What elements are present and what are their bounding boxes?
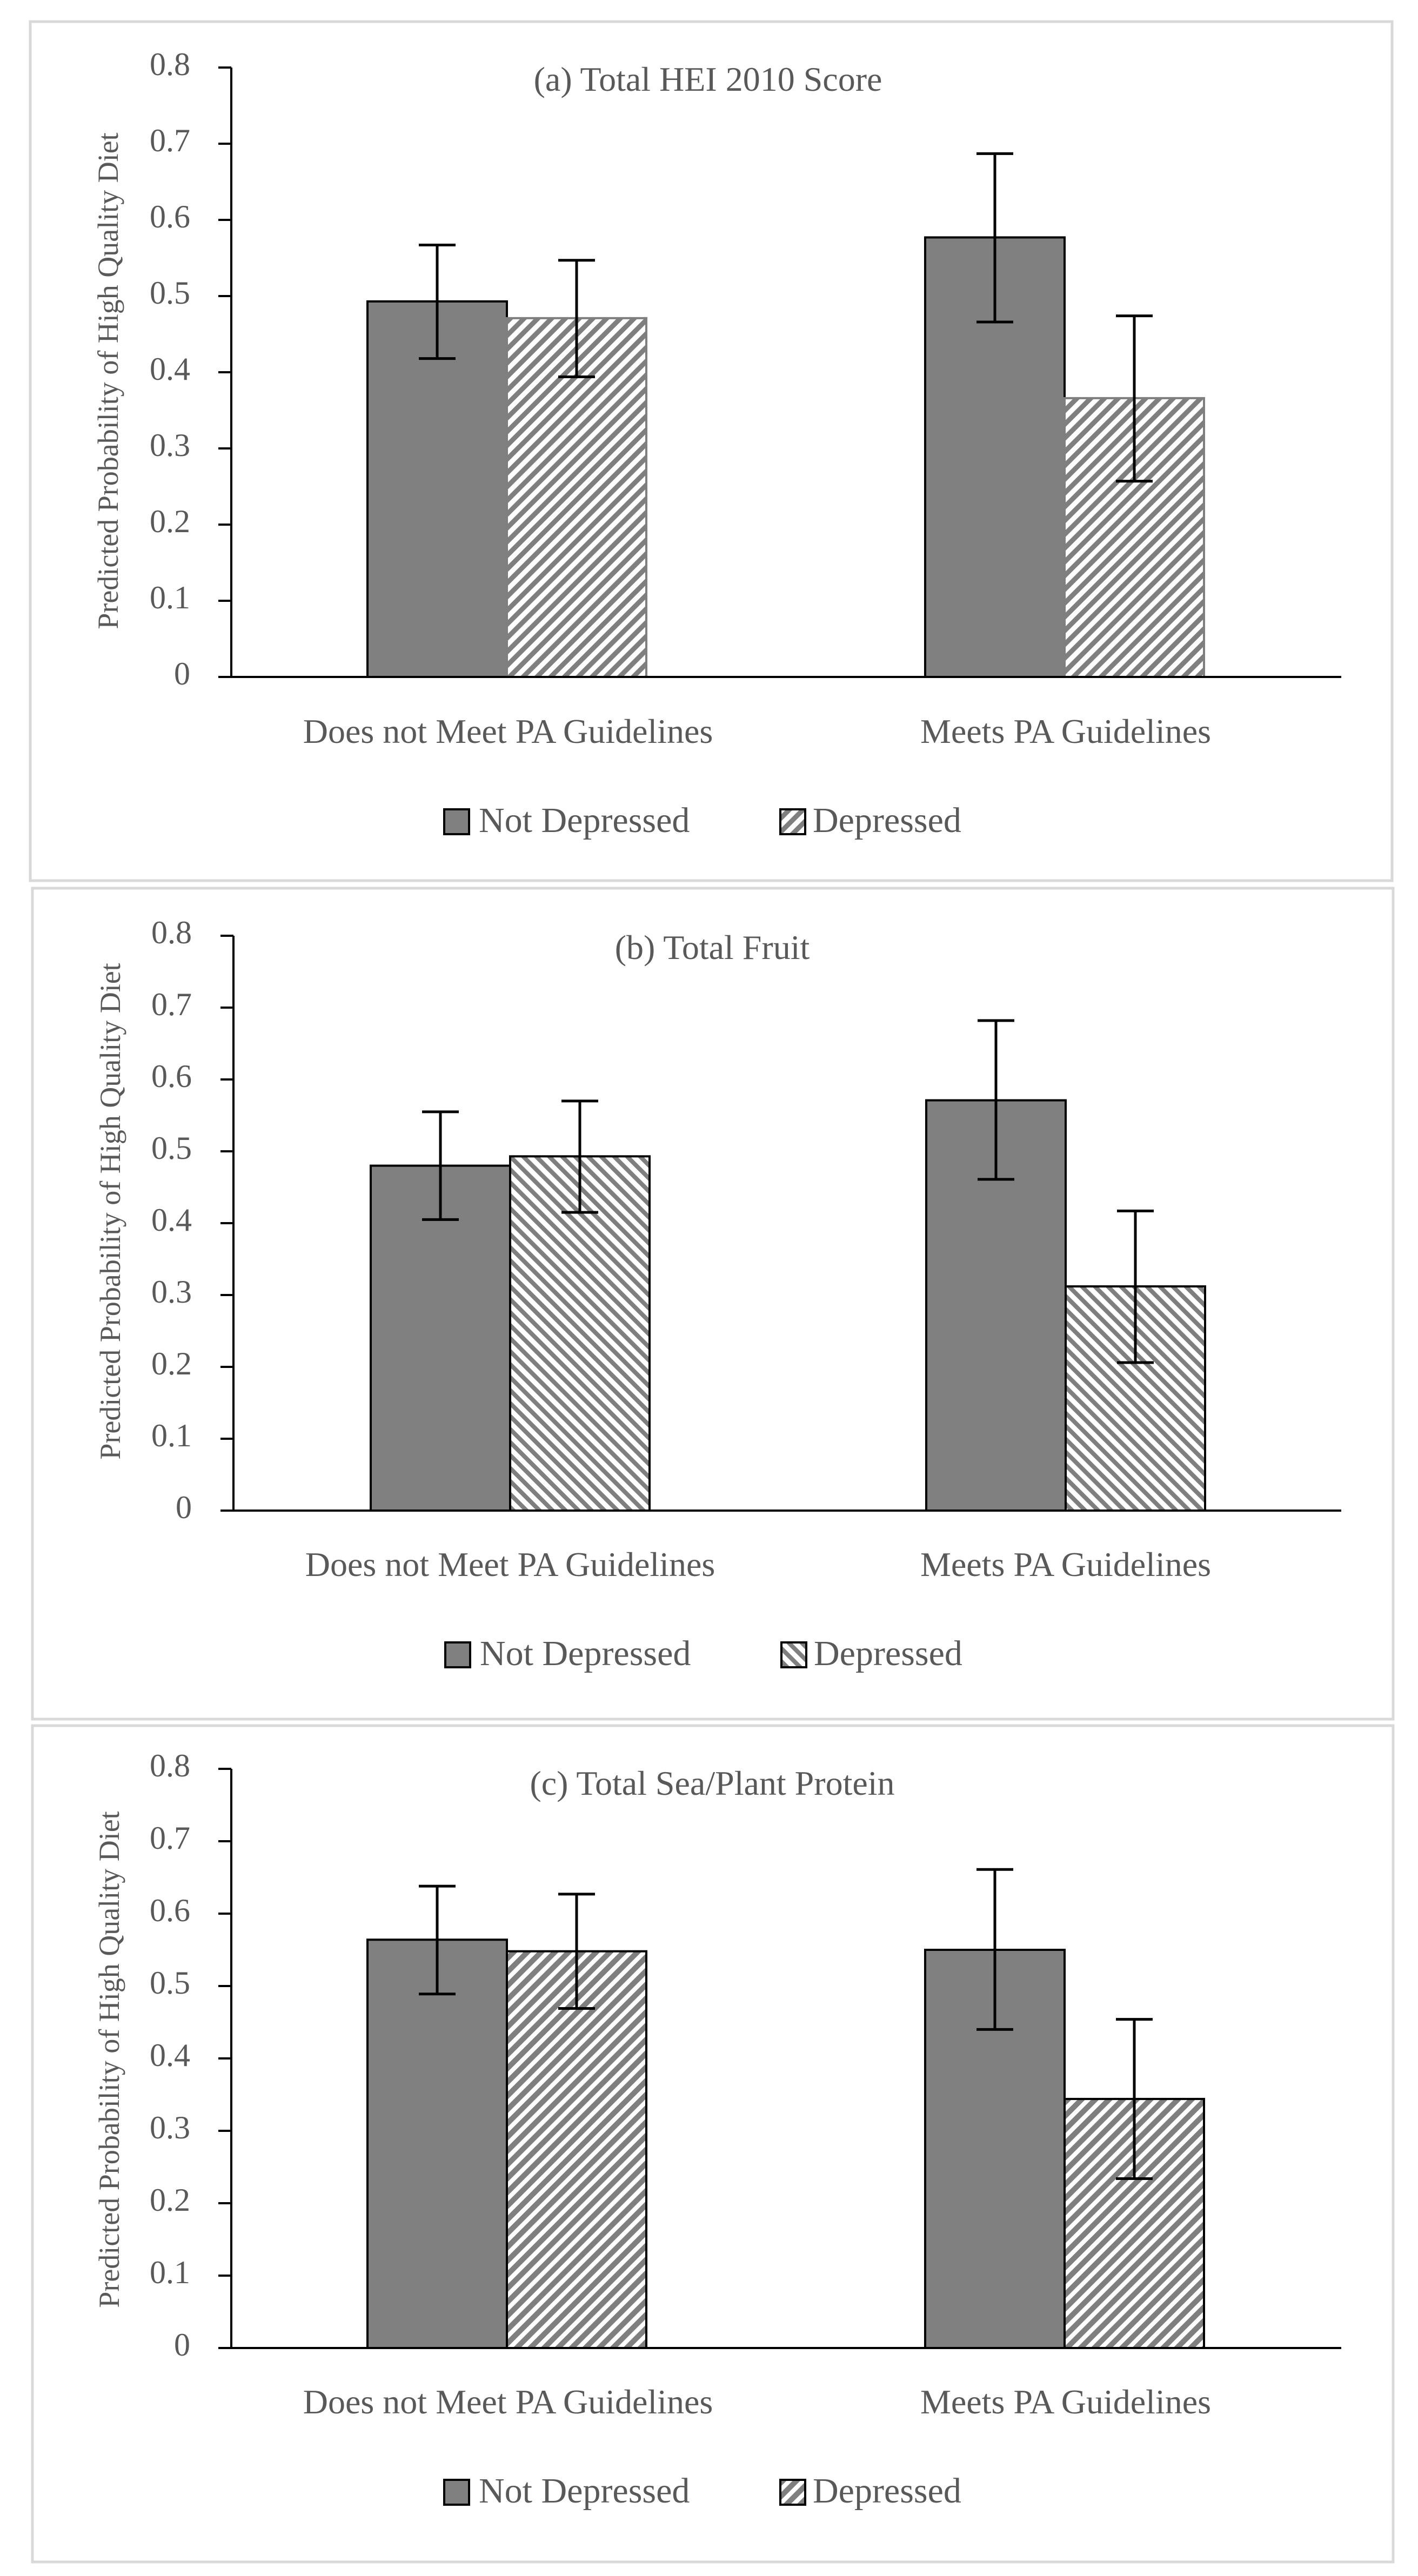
panel-b-ytick: 0.5	[151, 1130, 192, 1166]
panel-b-ytick-marks	[220, 935, 233, 1512]
panel-c-ytick: 0.7	[150, 1820, 190, 1856]
panel-b-legend-label-depressed: Depressed	[814, 1634, 962, 1673]
panel-a-bar-not-depressed-0	[366, 300, 508, 678]
panel-a-legend-label-depressed: Depressed	[813, 801, 961, 840]
panel-a-errorbar-depressed-1	[1116, 314, 1153, 483]
panel-a-errorbar-not-depressed-0	[419, 244, 456, 360]
panel-b-ytick: 0.7	[151, 987, 192, 1022]
panel-a-legend-swatch-depressed	[779, 808, 806, 835]
panel-c-ytick: 0.4	[150, 2037, 190, 2073]
panel-c-errorbar-depressed-0	[558, 1893, 595, 2010]
panel-a-legend: Not Depressed Depressed	[443, 801, 961, 840]
panel-b-xtick-label: Does not Meet PA Guidelines	[305, 1545, 715, 1584]
panel-b-legend-label-not-depressed: Not Depressed	[480, 1634, 691, 1673]
panel-c-ytick: 0.8	[150, 1748, 190, 1783]
panel-c-ytick: 0.1	[150, 2255, 190, 2290]
panel-c-ytick: 0	[174, 2327, 190, 2363]
panel-a-ytick: 0.5	[150, 275, 190, 311]
panel-c-xtick-label: Does not Meet PA Guidelines	[303, 2383, 713, 2421]
panel-c-ylabel: Predicted Probability of High Quality Di…	[93, 1811, 125, 2307]
panel-b-ytick: 0.1	[151, 1418, 192, 1453]
panel-b-ytick: 0.4	[151, 1202, 192, 1238]
panel-c-ytick: 0.3	[150, 2110, 190, 2145]
panel-c-ytick: 0.6	[150, 1893, 190, 1928]
panel-b-bar-depressed-0	[509, 1155, 651, 1512]
panel-a-yticks: 0 0.1 0.2 0.3 0.4 0.5 0.6 0.7 0.8	[150, 46, 190, 692]
panel-c-bar-depressed-0	[506, 1950, 647, 2349]
panel-a-xtick-label: Does not Meet PA Guidelines	[303, 712, 713, 750]
panel-a-ytick: 0.8	[150, 46, 190, 82]
panel-b-legend-swatch-not-depressed	[444, 1641, 471, 1668]
panel-a-errorbar-not-depressed-1	[976, 152, 1013, 324]
panel-a-ytick: 0.2	[150, 504, 190, 539]
panel-c-xtick-label: Meets PA Guidelines	[920, 2383, 1211, 2421]
panel-b-ytick: 0.3	[151, 1274, 192, 1310]
panel-a-ylabel: Predicted Probability of High Quality Di…	[92, 132, 124, 629]
panel-c-ytick: 0.5	[150, 1965, 190, 2001]
panel-c-legend-swatch-not-depressed	[443, 2479, 470, 2506]
panel-a-xtick-label: Meets PA Guidelines	[920, 712, 1211, 750]
panel-c-errorbars	[419, 1868, 1153, 2180]
panel-b-bar-not-depressed-0	[370, 1164, 511, 1512]
panel-a-ytick-marks	[218, 66, 231, 678]
panel-c-ytick: 0.2	[150, 2182, 190, 2218]
panel-c-errorbar-not-depressed-0	[419, 1884, 456, 1996]
panel-a-ytick: 0	[174, 656, 190, 692]
panel-a-errorbar-depressed-0	[558, 259, 595, 378]
panel-c-legend: Not Depressed Depressed	[443, 2471, 961, 2511]
panel-b-xtick-label: Meets PA Guidelines	[920, 1545, 1211, 1584]
panel-a-legend-swatch-not-depressed	[443, 808, 470, 835]
panel-b-ytick: 0	[176, 1490, 192, 1525]
panel-b-ylabel: Predicted Probability of High Quality Di…	[94, 963, 126, 1459]
panel-b-legend-swatch-depressed	[780, 1641, 807, 1668]
panel-b: (b) Total Fruit Predicted Probability of…	[31, 887, 1395, 1721]
panel-a-ytick: 0.3	[150, 427, 190, 463]
panel-a: (a) Total HEI 2010 Score Predicted Proba…	[29, 20, 1394, 882]
panel-b-legend: Not Depressed Depressed	[444, 1634, 962, 1673]
panel-b-errorbars	[422, 1019, 1154, 1364]
panel-b-errorbar-depressed-0	[561, 1099, 598, 1214]
panel-c-legend-label-depressed: Depressed	[813, 2471, 961, 2511]
panel-b-ytick: 0.2	[151, 1346, 192, 1381]
panel-c-errorbar-depressed-1	[1116, 2018, 1153, 2180]
panel-a-legend-label-not-depressed: Not Depressed	[479, 801, 690, 840]
panel-c-bar-not-depressed-0	[366, 1938, 508, 2349]
panel-b-title: (b) Total Fruit	[615, 928, 810, 967]
panel-a-ytick: 0.6	[150, 199, 190, 234]
panel-b-ytick: 0.8	[151, 915, 192, 950]
panel-b-errorbar-not-depressed-1	[978, 1019, 1014, 1181]
panel-b-yticks: 0 0.1 0.2 0.3 0.4 0.5 0.6 0.7 0.8	[151, 915, 192, 1525]
panel-c-title: (c) Total Sea/Plant Protein	[530, 1764, 894, 1802]
panel-a-title: (a) Total HEI 2010 Score	[534, 60, 882, 98]
panel-a-errorbars	[419, 152, 1153, 483]
panel-c-legend-label-not-depressed: Not Depressed	[479, 2471, 690, 2511]
panel-b-errorbar-depressed-1	[1117, 1209, 1154, 1364]
panel-a-ytick: 0.1	[150, 580, 190, 615]
panel-c-legend-swatch-depressed	[779, 2479, 806, 2506]
panel-b-errorbar-not-depressed-0	[422, 1110, 459, 1221]
panel-b-bars	[370, 1099, 1206, 1512]
panel-c: (c) Total Sea/Plant Protein Predicted Pr…	[31, 1724, 1395, 2564]
panel-a-ytick: 0.7	[150, 123, 190, 158]
panel-c-yticks: 0 0.1 0.2 0.3 0.4 0.5 0.6 0.7 0.8	[150, 1748, 190, 2363]
panel-c-ytick-marks	[218, 1768, 231, 2349]
panel-b-ytick: 0.6	[151, 1058, 192, 1094]
panel-c-errorbar-not-depressed-1	[976, 1868, 1013, 2031]
panel-a-ytick: 0.4	[150, 351, 190, 387]
